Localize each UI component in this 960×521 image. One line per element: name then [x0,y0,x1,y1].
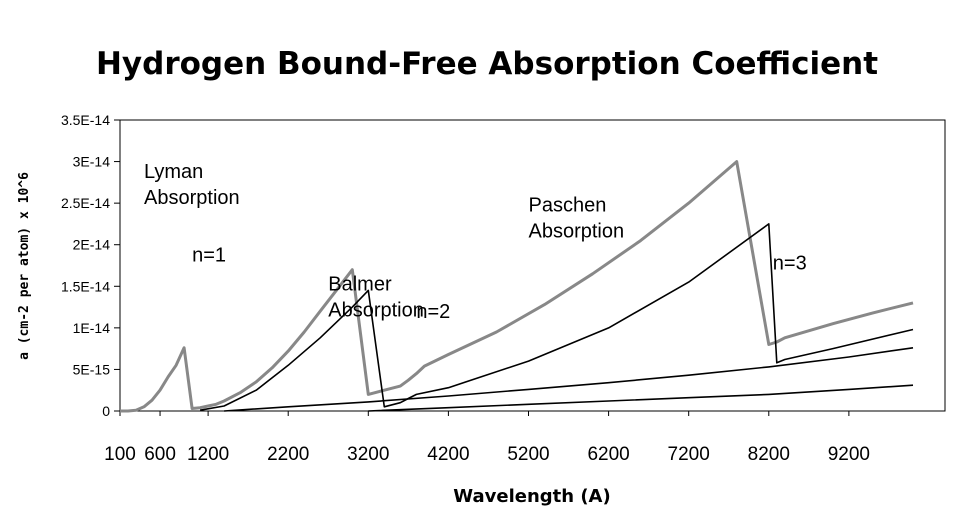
plot-area-frame [119,119,946,412]
x-tick-label: 100 [104,444,136,465]
x-axis-ticks: 100 600 1200 2200 3200 4200 5200 6200 7200 8200 92… [104,411,870,465]
y-tick-label: 1E-14 [73,320,111,336]
y-tick-label: 2E-14 [73,237,111,253]
x-tick-label: 5200 [507,444,549,465]
series-line-4 [368,384,914,412]
annotations: LymanAbsorptionn=1BalmerAbsorptionn=2Pas… [144,161,807,323]
y-tick-label: 5E-15 [73,361,111,377]
y-tick-label: 1.5E-14 [61,278,110,294]
series-line-2 [199,223,914,411]
annotation-label: Absorption [328,299,424,321]
x-tick-label: 2200 [267,444,309,465]
x-tick-label: 7200 [668,444,710,465]
annotation-label: Absorption [144,187,240,209]
x-tick-label: 6200 [587,444,629,465]
x-axis-label: Wavelength (A) [453,486,610,507]
x-tick-label: 600 [144,444,176,465]
y-tick-label: 2.5E-14 [61,195,110,211]
y-tick-label: 0 [102,403,110,419]
annotation-label: Paschen [528,194,606,216]
chart-title: Hydrogen Bound-Free Absorption Coefficie… [96,46,878,82]
series-line-1 [120,160,914,413]
series-line-3 [224,347,914,412]
y-axis-label: a (cm-2 per atom) x 10^6 [17,172,32,360]
annotation-label: Lyman [144,161,203,183]
annotation-label: n=2 [416,301,450,323]
y-tick-label: 3.5E-14 [61,112,110,128]
annotation-label: Balmer [328,273,392,295]
annotation-label: n=1 [192,244,226,266]
x-tick-label: 3200 [347,444,389,465]
series-layer [120,160,914,413]
x-tick-label: 1200 [187,444,229,465]
x-tick-label: 9200 [828,444,870,465]
x-tick-label: 8200 [748,444,790,465]
annotation-label: Absorption [528,220,624,242]
annotation-label: n=3 [773,253,807,275]
y-tick-label: 3E-14 [73,154,111,170]
x-tick-label: 4200 [427,444,469,465]
y-axis-ticks: 0 5E-15 1E-14 1.5E-14 2E-14 2.5E-14 3E-14 3.5E-… [61,112,120,419]
